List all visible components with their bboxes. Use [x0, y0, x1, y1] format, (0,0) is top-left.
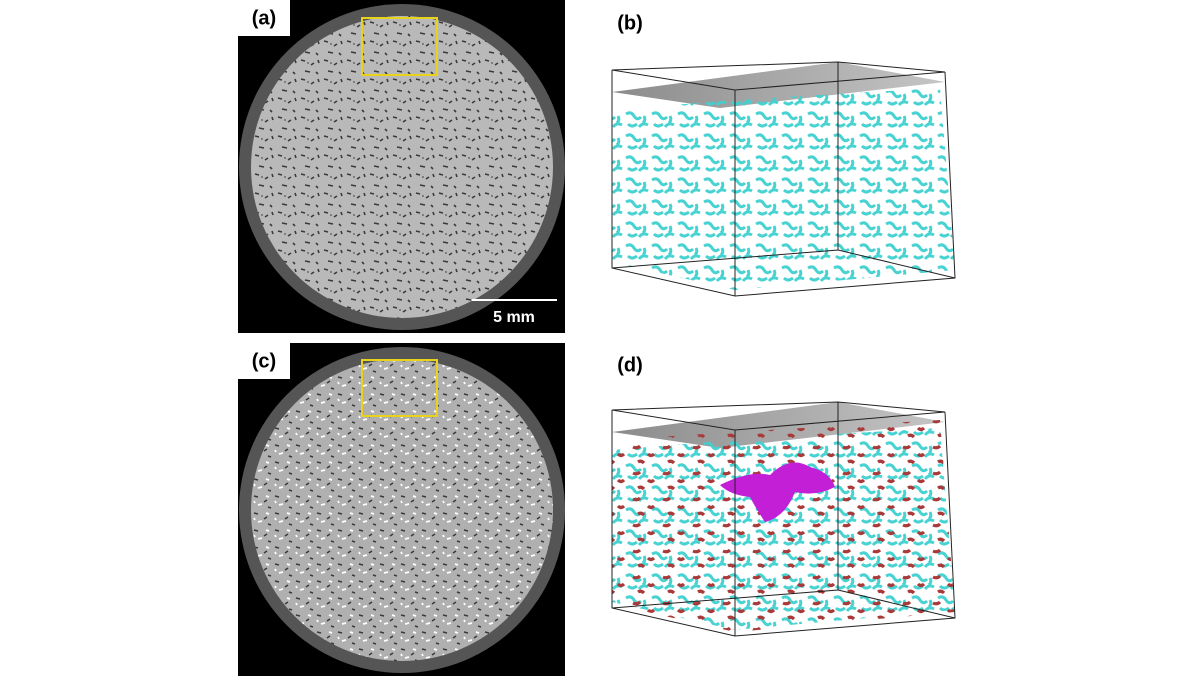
- region-box: [361, 17, 438, 76]
- panel-d: (d): [611, 354, 956, 637]
- panel-label: (a): [252, 7, 276, 29]
- connected-cluster: [720, 462, 835, 522]
- region-box: [361, 359, 438, 417]
- secondary-pores: [612, 420, 955, 632]
- bounding-box: [611, 61, 956, 297]
- panel-a: (a) 5 mm: [238, 0, 565, 333]
- bounding-box: [611, 401, 956, 637]
- panel-c: (c): [238, 343, 565, 676]
- panel-label: (d): [617, 354, 643, 376]
- panel-label: (c): [252, 350, 276, 372]
- label-box: [238, 343, 290, 379]
- sample-slice: [251, 16, 553, 318]
- scale-bar-label: 5 mm: [493, 309, 535, 326]
- sample-slice: [251, 359, 553, 661]
- top-surface: [612, 62, 945, 108]
- panel-label: (b): [617, 12, 643, 34]
- label-box: [238, 0, 290, 36]
- pore-network: [612, 88, 955, 290]
- panel-b: (b): [611, 12, 956, 297]
